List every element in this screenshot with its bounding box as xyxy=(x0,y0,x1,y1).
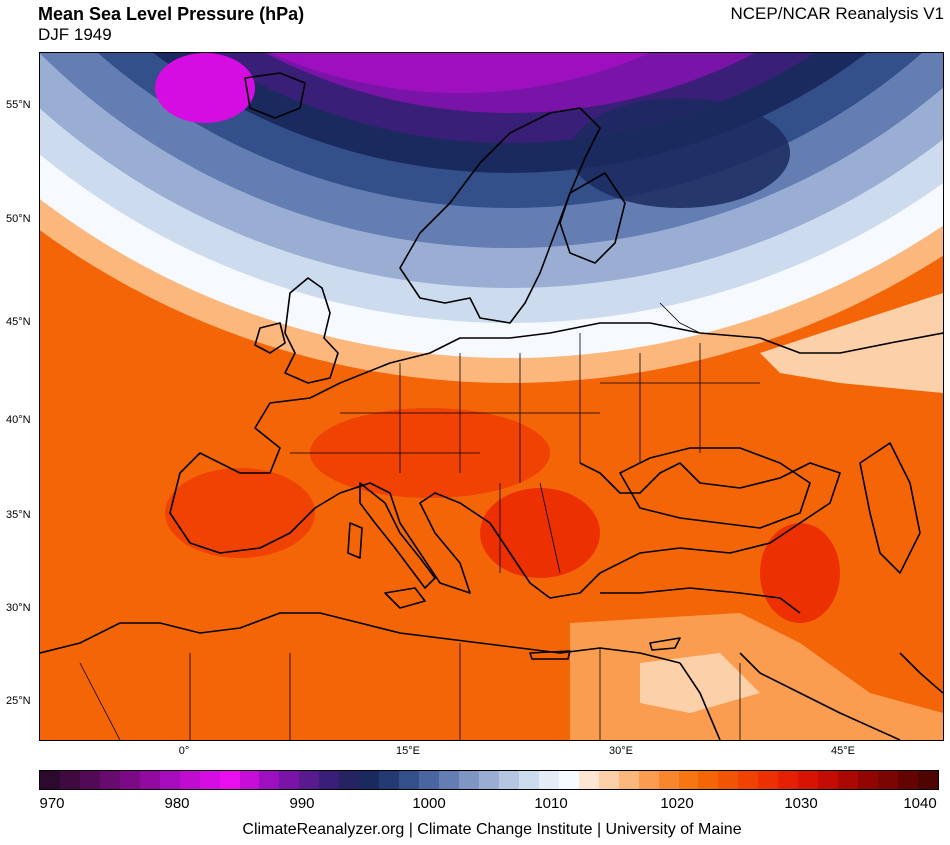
band-990 xyxy=(270,53,650,93)
lon-label-45e: 45°E xyxy=(831,745,855,757)
colorbar-label-1010: 1010 xyxy=(534,795,568,812)
low-centre xyxy=(155,53,255,123)
colorbar-swatch-9 xyxy=(219,771,240,789)
colorbar-swatch-38 xyxy=(798,771,819,789)
colorbar-label-970: 970 xyxy=(39,795,65,812)
colorbar-swatch-10 xyxy=(239,771,260,789)
colorbar-swatch-11 xyxy=(259,771,280,789)
colorbar-swatch-3 xyxy=(99,771,120,789)
borders xyxy=(79,302,760,740)
coastlines xyxy=(40,72,943,740)
colorbar-label-1030: 1030 xyxy=(784,795,818,812)
colorbar-swatch-19 xyxy=(419,771,440,789)
low-russia xyxy=(760,293,943,393)
colorbar-swatch-7 xyxy=(179,771,200,789)
pressure-field xyxy=(40,53,943,740)
colorbar-swatch-30 xyxy=(638,771,659,789)
colorbar-swatch-36 xyxy=(758,771,779,789)
colorbar-swatch-15 xyxy=(339,771,360,789)
data-source: NCEP/NCAR Reanalysis V1 xyxy=(730,4,944,23)
lon-label-30e: 30°E xyxy=(609,745,633,757)
colorbar-swatch-12 xyxy=(279,771,300,789)
lon-label-15e: 15°E xyxy=(396,745,420,757)
lon-label-0: 0° xyxy=(178,745,190,757)
colorbar-swatch-26 xyxy=(558,771,579,789)
colorbar-swatch-40 xyxy=(838,771,859,789)
colorbar-swatch-22 xyxy=(478,771,499,789)
colorbar-label-980: 980 xyxy=(164,795,190,812)
colorbar xyxy=(39,770,939,790)
colorbar-swatch-13 xyxy=(299,771,320,789)
colorbar-swatch-27 xyxy=(578,771,599,789)
colorbar-swatch-2 xyxy=(79,771,100,789)
high-iberia xyxy=(165,468,315,558)
colorbar-label-1020: 1020 xyxy=(660,795,694,812)
lat-label-25n: 25°N xyxy=(6,695,31,707)
colorbar-swatch-21 xyxy=(459,771,479,789)
colorbar-swatch-17 xyxy=(379,771,400,789)
blue-patch xyxy=(570,98,790,208)
colorbar-swatch-23 xyxy=(498,771,519,789)
colorbar-swatch-37 xyxy=(778,771,799,789)
footer-credit: ClimateReanalyzer.org | Climate Change I… xyxy=(242,821,742,838)
colorbar-swatch-5 xyxy=(139,771,160,789)
colorbar-swatch-43 xyxy=(897,771,918,789)
low-arabia xyxy=(640,653,760,713)
colorbar-swatch-4 xyxy=(119,771,140,789)
colorbar-swatch-35 xyxy=(738,771,759,789)
colorbar-swatch-20 xyxy=(439,771,460,789)
colorbar-label-990: 990 xyxy=(289,795,315,812)
colorbar-label-1000: 1000 xyxy=(412,795,446,812)
colorbar-label-1040: 1040 xyxy=(903,795,937,812)
lat-label-40n: 40°N xyxy=(6,414,31,426)
lat-label-45n: 45°N xyxy=(6,316,31,328)
colorbar-swatch-29 xyxy=(618,771,639,789)
map-title: Mean Sea Level Pressure (hPa) xyxy=(38,4,305,24)
lat-label-35n: 35°N xyxy=(6,509,31,521)
map-panel xyxy=(39,52,944,741)
lat-label-30n: 30°N xyxy=(6,602,31,614)
colorbar-swatch-8 xyxy=(199,771,220,789)
lat-label-50n: 50°N xyxy=(6,213,31,225)
colorbar-swatch-0 xyxy=(40,771,60,789)
high-caucasus xyxy=(760,523,840,623)
colorbar-swatch-25 xyxy=(538,771,559,789)
lat-label-55n: 55°N xyxy=(6,99,31,111)
high-balkans xyxy=(480,488,600,578)
colorbar-swatch-31 xyxy=(658,771,679,789)
colorbar-swatch-6 xyxy=(159,771,180,789)
low-africa xyxy=(570,613,943,740)
colorbar-swatch-41 xyxy=(858,771,879,789)
colorbar-swatch-18 xyxy=(399,771,420,789)
colorbar-swatch-32 xyxy=(678,771,699,789)
colorbar-swatch-14 xyxy=(319,771,340,789)
map-subtitle: DJF 1949 xyxy=(38,25,112,44)
colorbar-swatch-16 xyxy=(359,771,380,789)
colorbar-swatch-1 xyxy=(59,771,80,789)
colorbar-swatch-44 xyxy=(917,771,938,789)
colorbar-swatch-34 xyxy=(718,771,739,789)
colorbar-swatch-39 xyxy=(818,771,839,789)
colorbar-swatch-24 xyxy=(518,771,539,789)
colorbar-swatch-42 xyxy=(878,771,898,789)
colorbar-swatch-28 xyxy=(598,771,619,789)
colorbar-swatch-33 xyxy=(698,771,719,789)
